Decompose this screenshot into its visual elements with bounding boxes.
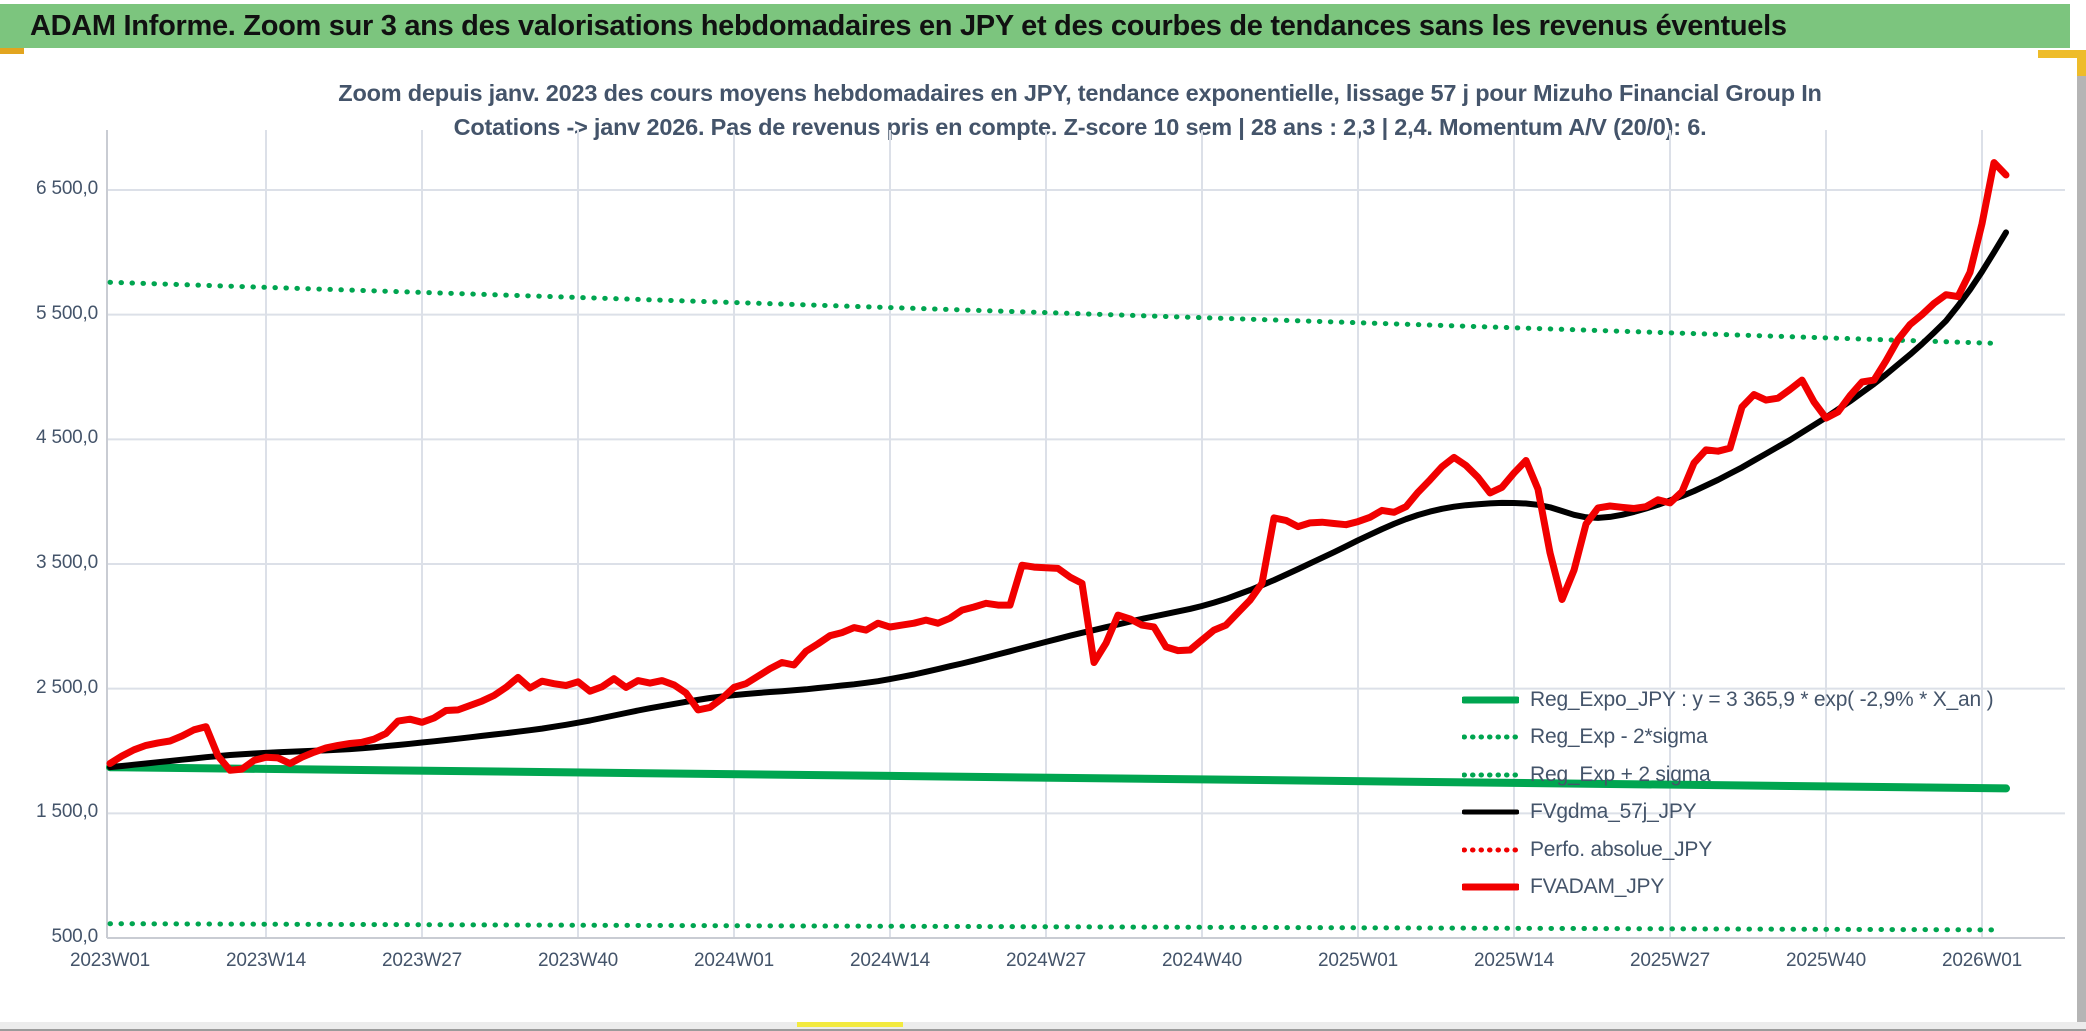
legend-marker-solid-line — [1462, 883, 1519, 891]
gold-accent-top-right-side — [2077, 50, 2086, 76]
legend-label: Reg_Expo_JPY : y = 3 365,9 * exp( -2,9% … — [1530, 687, 1994, 711]
series-fvadam-jpy — [106, 159, 2010, 774]
series-reg-expo-jpy — [106, 763, 2010, 793]
y-tick-label: 1 500,0 — [36, 801, 98, 823]
legend-row: FVgdma_57j_JPY — [1462, 794, 2062, 832]
legend-row: Reg_Exp + 2 sigma — [1462, 756, 2062, 794]
x-tick-label: 2023W27 — [382, 950, 462, 971]
legend-label: Reg_Exp - 2*sigma — [1530, 725, 1708, 749]
series-reg-exp-2-sigma — [107, 279, 1997, 346]
y-tick-label: 2 500,0 — [36, 676, 98, 698]
x-tick-label: 2024W27 — [1006, 950, 1086, 971]
x-tick-label: 2025W14 — [1474, 950, 1554, 971]
x-tick-label: 2025W40 — [1786, 950, 1866, 971]
legend-marker-dotted-line — [1462, 734, 1519, 740]
y-tick-label: 3 500,0 — [36, 552, 98, 573]
x-tick-label: 2024W14 — [850, 950, 930, 971]
chart-title: Zoom depuis janv. 2023 des cours moyens … — [120, 76, 2040, 144]
x-tick-label: 2023W40 — [538, 950, 618, 971]
y-tick-label: 4 500,0 — [36, 427, 98, 449]
bottom-edge-strip — [0, 1022, 2086, 1031]
legend-row: Reg_Expo_JPY : y = 3 365,9 * exp( -2,9% … — [1462, 681, 2062, 719]
bottom-yellow-accent — [797, 1022, 903, 1027]
right-edge-strip — [2077, 76, 2086, 1024]
x-tick-label: 2026W01 — [1942, 950, 2022, 971]
x-tick-label: 2024W40 — [1162, 950, 1242, 971]
series-reg-exp-2-sigma — [107, 921, 1997, 933]
legend-marker-dotted-line — [1462, 772, 1519, 778]
legend-label: Reg_Exp + 2 sigma — [1530, 762, 1711, 786]
x-tick-label: 2025W27 — [1630, 950, 1710, 971]
y-tick-label: 500,0 — [51, 926, 98, 947]
series-fvgdma-57j-jpy — [107, 229, 2009, 771]
report-title: ADAM Informe. Zoom sur 3 ans des valoris… — [30, 9, 1787, 42]
y-tick-label: 5 500,0 — [36, 302, 98, 324]
legend-marker-dotted-line — [1462, 847, 1519, 853]
gold-accent-top-right — [2038, 50, 2086, 58]
chart-title-line1: Zoom depuis janv. 2023 des cours moyens … — [338, 80, 1822, 106]
report-header-band: ADAM Informe. Zoom sur 3 ans des valoris… — [0, 4, 2070, 48]
x-tick-label: 2023W01 — [70, 950, 150, 971]
gold-accent-top-left — [0, 48, 24, 54]
legend-row: Reg_Exp - 2*sigma — [1462, 719, 2062, 757]
legend-row: Perfo. absolue_JPY — [1462, 831, 2062, 869]
legend-label: Perfo. absolue_JPY — [1530, 837, 1713, 861]
legend-marker-solid-line — [1462, 696, 1519, 704]
legend-label: FVADAM_JPY — [1530, 875, 1665, 899]
legend-marker-solid-line — [1462, 809, 1519, 815]
x-tick-label: 2024W01 — [694, 950, 774, 971]
x-tick-label: 2023W14 — [226, 950, 306, 971]
x-tick-label: 2025W01 — [1318, 950, 1398, 971]
chart-title-line2: Cotations -> janv 2026. Pas de revenus p… — [453, 114, 1707, 140]
y-tick-label: 6 500,0 — [36, 178, 98, 199]
legend-label: FVgdma_57j_JPY — [1530, 800, 1697, 824]
legend-row: FVADAM_JPY — [1462, 869, 2062, 907]
chart-legend: Reg_Expo_JPY : y = 3 365,9 * exp( -2,9% … — [1462, 681, 2062, 906]
